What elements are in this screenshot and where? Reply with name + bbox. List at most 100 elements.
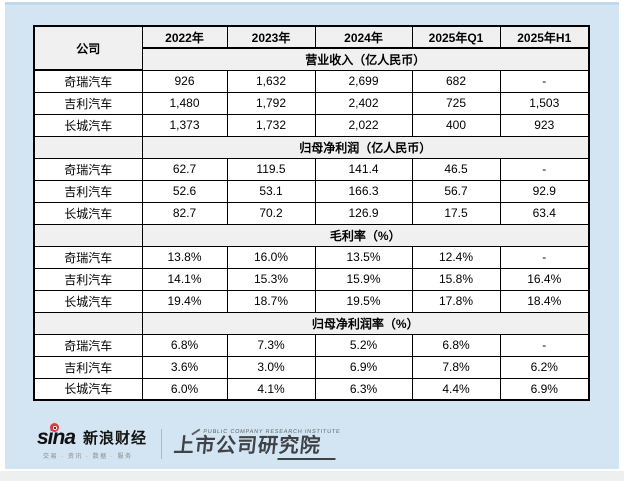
column-header-2025q1: 2025年Q1 xyxy=(411,25,501,49)
value-cell: 166.3 xyxy=(314,179,413,203)
value-cell: 13.8% xyxy=(141,245,228,269)
section-title-net-margin: 归母净利润率（%） xyxy=(141,311,590,335)
table-row: 长城汽车 19.4% 18.7% 19.5% 17.8% 18.4% xyxy=(33,289,590,313)
table-row: 奇瑞汽车 926 1,632 2,699 682 - xyxy=(33,69,590,93)
value-cell: 4.4% xyxy=(411,377,501,401)
value-cell: 82.7 xyxy=(141,201,228,225)
value-cell: 17.8% xyxy=(411,289,501,313)
value-cell: 14.1% xyxy=(141,267,228,291)
section-title-gross-margin: 毛利率（%） xyxy=(141,223,590,247)
footer-branding: sina 新浪财经 交易 · 资讯 · 数据 · 服务 PUBLIC COMPA… xyxy=(37,422,341,466)
value-cell: 1,373 xyxy=(141,113,228,137)
column-header-2023: 2023年 xyxy=(226,25,316,49)
header-row: 公司 2022年 2023年 2024年 2025年Q1 2025年H1 xyxy=(33,25,590,71)
table-row: 长城汽车 6.0% 4.1% 6.3% 4.4% 6.9% xyxy=(33,377,590,401)
value-cell: 1,732 xyxy=(226,113,316,137)
value-cell: - xyxy=(499,157,590,181)
value-cell: 4.1% xyxy=(226,377,316,401)
value-cell: 18.7% xyxy=(226,289,316,313)
value-cell: 1,632 xyxy=(226,69,316,93)
company-cell: 长城汽车 xyxy=(33,113,143,137)
value-cell: 6.0% xyxy=(141,377,228,401)
sina-tagline: 交易 · 资讯 · 数据 · 服务 xyxy=(43,454,133,460)
company-cell: 吉利汽车 xyxy=(33,179,143,203)
value-cell: 2,022 xyxy=(314,113,413,137)
sina-brand-text: 新浪财经 xyxy=(83,430,148,447)
value-cell: 7.8% xyxy=(411,355,501,379)
value-cell: 2,402 xyxy=(314,91,413,115)
value-cell: 1,792 xyxy=(226,91,316,115)
value-cell: 19.4% xyxy=(141,289,228,313)
company-cell: 奇瑞汽车 xyxy=(33,157,143,181)
section-blank-cell xyxy=(33,135,143,159)
company-cell: 奇瑞汽车 xyxy=(33,245,143,269)
value-cell: 15.9% xyxy=(314,267,413,291)
column-header-2024: 2024年 xyxy=(314,25,413,49)
value-cell: 13.5% xyxy=(314,245,413,269)
value-cell: 6.8% xyxy=(141,333,228,357)
value-cell: 6.3% xyxy=(314,377,413,401)
value-cell: - xyxy=(499,333,590,357)
value-cell: 17.5 xyxy=(411,201,501,225)
sina-wordmark: sina xyxy=(37,423,78,449)
value-cell: 923 xyxy=(499,113,590,137)
company-cell: 长城汽车 xyxy=(33,201,143,225)
company-cell: 奇瑞汽车 xyxy=(33,69,143,93)
value-cell: 2,699 xyxy=(314,69,413,93)
table-row: 长城汽车 82.7 70.2 126.9 17.5 63.4 xyxy=(33,201,590,225)
bottom-strip xyxy=(0,471,624,481)
value-cell: 141.4 xyxy=(314,157,413,181)
value-cell: 53.1 xyxy=(226,179,316,203)
value-cell: - xyxy=(499,245,590,269)
value-cell: 46.5 xyxy=(411,157,501,181)
value-cell: 119.5 xyxy=(226,157,316,181)
table-row: 吉利汽车 52.6 53.1 166.3 56.7 92.9 xyxy=(33,179,590,203)
logo-divider xyxy=(161,429,163,459)
sina-wordmark-text: sina xyxy=(37,426,76,449)
institute-subtitle: PUBLIC COMPANY RESEARCH INSTITUTE xyxy=(203,428,341,435)
value-cell: 16.4% xyxy=(499,267,590,291)
value-cell: 5.2% xyxy=(314,333,413,357)
value-cell: - xyxy=(499,69,590,93)
value-cell: 92.9 xyxy=(499,179,590,203)
company-cell: 长城汽车 xyxy=(33,377,143,401)
column-header-company: 公司 xyxy=(33,25,143,71)
value-cell: 12.4% xyxy=(411,245,501,269)
value-cell: 6.8% xyxy=(411,333,501,357)
institute-logo: PUBLIC COMPANY RESEARCH INSTITUTE 上市公司研究… xyxy=(172,428,341,460)
table-row: 奇瑞汽车 13.8% 16.0% 13.5% 12.4% - xyxy=(33,245,590,269)
section-header-row: 归母净利润（亿人民币） xyxy=(33,135,590,159)
table-row: 奇瑞汽车 62.7 119.5 141.4 46.5 - xyxy=(33,157,590,181)
company-cell: 长城汽车 xyxy=(33,289,143,313)
table-row: 吉利汽车 3.6% 3.0% 6.9% 7.8% 6.2% xyxy=(33,355,590,379)
value-cell: 63.4 xyxy=(499,201,590,225)
sina-finance-logo: sina 新浪财经 交易 · 资讯 · 数据 · 服务 xyxy=(37,423,148,460)
section-blank-cell xyxy=(33,223,143,247)
column-header-2022: 2022年 xyxy=(141,25,228,49)
value-cell: 15.3% xyxy=(226,267,316,291)
value-cell: 6.9% xyxy=(314,355,413,379)
table-row: 长城汽车 1,373 1,732 2,022 400 923 xyxy=(33,113,590,137)
value-cell: 3.0% xyxy=(226,355,316,379)
value-cell: 126.9 xyxy=(314,201,413,225)
value-cell: 56.7 xyxy=(411,179,501,203)
institute-underline xyxy=(277,457,336,460)
pen-icon xyxy=(191,428,201,435)
section-title-net-profit: 归母净利润（亿人民币） xyxy=(141,135,590,159)
table-row: 吉利汽车 1,480 1,792 2,402 725 1,503 xyxy=(33,91,590,115)
sina-eye-icon xyxy=(50,423,59,432)
section-header-row: 归母净利润率（%） xyxy=(33,311,590,335)
value-cell: 682 xyxy=(411,69,501,93)
value-cell: 3.6% xyxy=(141,355,228,379)
value-cell: 926 xyxy=(141,69,228,93)
section-header-row: 营业收入（亿人民币） xyxy=(34,47,590,71)
table-row: 吉利汽车 14.1% 15.3% 15.9% 15.8% 16.4% xyxy=(33,267,590,291)
value-cell: 62.7 xyxy=(141,157,228,181)
value-cell: 725 xyxy=(411,91,501,115)
value-cell: 15.8% xyxy=(411,267,501,291)
company-cell: 吉利汽车 xyxy=(33,267,143,291)
table-row: 奇瑞汽车 6.8% 7.3% 5.2% 6.8% - xyxy=(33,333,590,357)
company-cell: 吉利汽车 xyxy=(33,91,143,115)
value-cell: 1,480 xyxy=(141,91,228,115)
company-cell: 吉利汽车 xyxy=(33,355,143,379)
